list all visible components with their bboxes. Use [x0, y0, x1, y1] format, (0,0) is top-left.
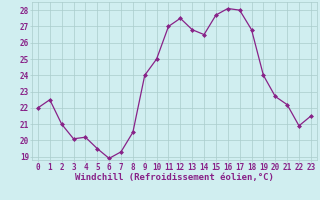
X-axis label: Windchill (Refroidissement éolien,°C): Windchill (Refroidissement éolien,°C) — [75, 173, 274, 182]
